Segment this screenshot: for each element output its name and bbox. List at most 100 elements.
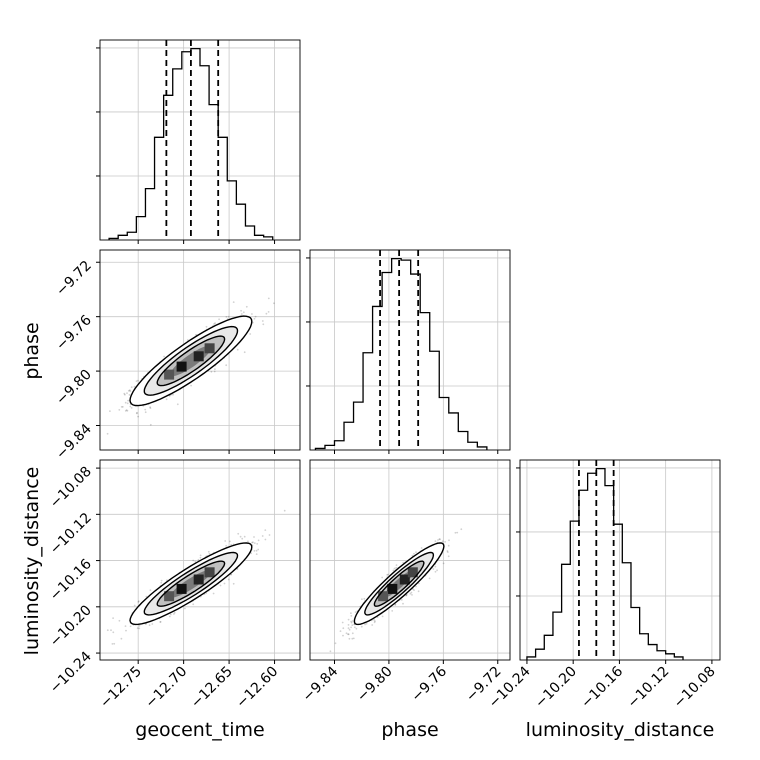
y-axis-label-luminosity-distance: luminosity_distance [21,467,43,656]
histogram-luminosity-distance [516,459,721,661]
sample-point [239,535,242,538]
sample-point [247,540,249,543]
density-peak-cell [176,583,187,594]
sample-point [361,598,363,601]
sample-point [197,558,200,561]
sample-point [148,624,151,627]
sample-point [381,615,384,618]
sample-point [352,637,355,640]
sample-point [245,305,248,308]
sample-point [136,627,139,629]
sample-point [411,554,414,557]
sample-point [261,320,264,322]
histogram-geocent-time [96,39,301,241]
y-tick-label: −9.80 [53,367,95,409]
sample-point [268,534,271,536]
sample-point [137,600,140,603]
sample-point [128,389,131,392]
sample-point [363,597,366,600]
density-peak-cell [399,574,410,585]
sample-point [213,323,216,325]
density-peak-cell [204,343,215,354]
sample-point [373,621,376,624]
contour-3 [156,560,226,607]
sample-point [351,637,354,640]
sample-point [371,624,374,626]
density-peak-cell [193,351,204,362]
histogram-steps [526,467,684,660]
density-peak-cell [193,574,204,585]
sample-point [253,542,256,544]
sample-point [120,637,123,640]
density-peak-cell [378,591,389,602]
sample-point [236,348,239,351]
sample-point [135,380,138,382]
contour-3 [156,335,226,387]
sample-point [219,584,222,587]
density-layer [106,297,275,435]
sample-point [448,539,450,542]
sample-point [446,550,449,552]
sample-point [129,405,132,408]
sample-point [190,384,193,387]
contour-1 [129,315,253,407]
sample-point [393,567,396,570]
sample-point [267,297,270,300]
sample-point [420,547,423,549]
sample-point [329,650,332,653]
x-tick-label: −12.70 [142,664,190,712]
sample-point [402,561,405,564]
sample-point [145,595,148,598]
sample-point [261,535,264,537]
sample-point [253,536,255,538]
sample-point [236,568,239,570]
sample-point [417,590,420,593]
sample-point [199,556,202,559]
sample-point [434,540,437,543]
sample-point [411,594,413,596]
panel-border [99,249,301,451]
sample-point [129,390,132,393]
contour-1 [353,542,445,626]
x-tick-label: −12.60 [233,664,281,712]
sample-point [129,625,132,628]
sample-point [118,619,121,622]
sample-point [347,624,350,626]
sample-point [227,578,230,581]
sample-point [124,625,127,627]
sample-point [118,409,121,411]
sample-point [242,311,245,314]
sample-point [400,599,403,601]
sample-point [127,399,129,402]
sample-point [341,621,344,624]
x-tick-label: −9.76 [408,663,450,705]
sample-point [339,630,342,632]
sample-point [149,406,152,409]
contour-1 [129,542,253,626]
sample-point [351,632,354,635]
sample-point [254,315,257,318]
sample-point [342,634,344,637]
sample-point [243,351,246,354]
sample-point [109,410,111,412]
y-axis-label-phase: phase [21,322,43,379]
sample-point [351,620,354,622]
sample-point [334,642,337,645]
sample-point [251,313,253,315]
sample-point [255,553,258,555]
y-tick-label: −9.76 [53,312,95,354]
sample-point [210,370,213,373]
sample-point [437,539,439,541]
contour-2 [143,325,239,396]
sample-point [225,544,228,547]
sample-point [364,623,366,626]
sample-point [350,615,353,617]
sample-point [163,355,166,358]
sample-point [434,570,437,573]
sample-point [230,573,233,576]
x-axis-label-geocent-time: geocent_time [135,719,264,741]
sample-point [273,302,275,305]
sample-point [434,565,437,568]
sample-point [172,393,174,396]
sample-point [432,568,435,570]
